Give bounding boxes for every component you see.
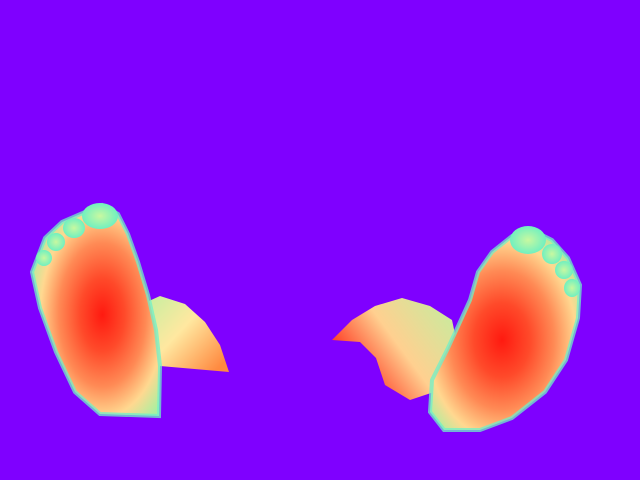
right-toe-2 xyxy=(542,244,562,264)
right-foot xyxy=(332,226,583,432)
right-ankle xyxy=(332,298,458,400)
left-sole xyxy=(32,205,160,416)
left-toe-2 xyxy=(63,218,85,238)
left-toe-4 xyxy=(36,250,52,266)
left-toe-3 xyxy=(47,233,65,251)
left-ankle xyxy=(140,296,229,372)
left-foot xyxy=(29,202,229,419)
right-sole xyxy=(430,230,580,430)
right-toe-3 xyxy=(555,261,573,279)
right-toe-big xyxy=(510,226,546,254)
right-toe-4 xyxy=(564,279,580,297)
left-toe-big xyxy=(82,203,118,229)
